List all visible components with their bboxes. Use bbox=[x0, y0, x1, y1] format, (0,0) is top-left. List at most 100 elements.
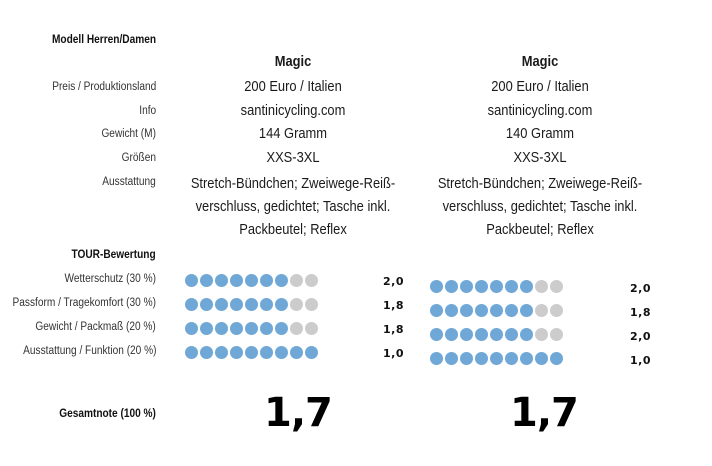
product-1-name: Magic bbox=[274, 53, 312, 70]
product-1-equipment-line: Stretch-Bündchen; Zweiwege-Reiß- bbox=[190, 175, 396, 192]
rating-dot-filled bbox=[520, 280, 533, 293]
rating-dot-filled bbox=[260, 274, 273, 287]
rating-dot-empty bbox=[290, 322, 303, 335]
label-criterion-1: Wetterschutz (30 %) bbox=[64, 273, 156, 285]
rating-dot-filled bbox=[305, 346, 318, 359]
rating-dot-filled bbox=[430, 280, 443, 293]
rating-dot-filled bbox=[245, 274, 258, 287]
rating-title: TOUR-Bewertung bbox=[71, 249, 156, 261]
label-equipment: Ausstattung bbox=[102, 176, 156, 188]
label-weight: Gewicht (M) bbox=[101, 128, 156, 140]
rating-dot-filled bbox=[505, 280, 518, 293]
rating-dot-filled bbox=[200, 346, 213, 359]
product-2-equipment-line: Stretch-Bündchen; Zweiwege-Reiß- bbox=[437, 175, 643, 192]
rating-dot-filled bbox=[550, 352, 563, 365]
rating-dot-filled bbox=[505, 328, 518, 341]
rating-dot-filled bbox=[230, 274, 243, 287]
rating-dot-empty bbox=[305, 274, 318, 287]
label-sizes: Größen bbox=[121, 152, 156, 164]
label-total: Gesamtnote (100 %) bbox=[59, 408, 156, 420]
rating-dot-empty bbox=[535, 328, 548, 341]
rating-dot-filled bbox=[430, 352, 443, 365]
rating-dot-filled bbox=[475, 328, 488, 341]
product-1-score: 1,0 bbox=[383, 347, 404, 360]
product-1-rating-dots bbox=[185, 274, 318, 287]
rating-dot-empty bbox=[305, 298, 318, 311]
rating-dot-filled bbox=[260, 298, 273, 311]
rating-dot-filled bbox=[245, 322, 258, 335]
rating-dot-filled bbox=[290, 346, 303, 359]
label-info: Info bbox=[139, 105, 156, 117]
rating-dot-filled bbox=[200, 274, 213, 287]
rating-dot-filled bbox=[185, 274, 198, 287]
rating-dot-filled bbox=[460, 328, 473, 341]
rating-dot-filled bbox=[445, 352, 458, 365]
rating-dot-filled bbox=[490, 352, 503, 365]
product-1-rating-dots bbox=[185, 322, 318, 335]
rating-dot-empty bbox=[290, 298, 303, 311]
rating-dot-filled bbox=[185, 346, 198, 359]
rating-dot-filled bbox=[200, 298, 213, 311]
product-2-name: Magic bbox=[521, 53, 559, 70]
rating-dot-filled bbox=[215, 346, 228, 359]
product-2-weight: 140 Gramm bbox=[505, 125, 575, 142]
product-1-total-score: 1,7 bbox=[264, 390, 333, 436]
product-2-score: 2,0 bbox=[630, 330, 651, 343]
product-1-info: santinicycling.com bbox=[240, 102, 346, 119]
product-2-rating-dots bbox=[430, 352, 563, 365]
product-1-score: 2,0 bbox=[383, 275, 404, 288]
rating-dot-filled bbox=[260, 322, 273, 335]
rating-dot-filled bbox=[215, 274, 228, 287]
product-1-equipment: Stretch-Bündchen; Zweiwege-Reiß- verschl… bbox=[190, 172, 396, 241]
rating-dot-empty bbox=[550, 304, 563, 317]
rating-dot-empty bbox=[305, 322, 318, 335]
product-2-rating-dots bbox=[430, 304, 563, 317]
rating-dot-filled bbox=[475, 280, 488, 293]
product-1-sizes: XXS-3XL bbox=[266, 149, 320, 166]
rating-dot-filled bbox=[430, 328, 443, 341]
rating-dot-filled bbox=[475, 304, 488, 317]
rating-dot-filled bbox=[230, 322, 243, 335]
rating-dot-filled bbox=[520, 328, 533, 341]
rating-dot-filled bbox=[215, 298, 228, 311]
rating-dot-filled bbox=[275, 346, 288, 359]
rating-dot-empty bbox=[290, 274, 303, 287]
product-1-score: 1,8 bbox=[383, 299, 404, 312]
product-2-price: 200 Euro / Italien bbox=[491, 78, 589, 95]
product-2-equipment-line: Packbeutel; Reflex bbox=[486, 221, 594, 238]
rating-dot-filled bbox=[430, 304, 443, 317]
label-criterion-4: Ausstattung / Funktion (20 %) bbox=[22, 345, 156, 357]
rating-dot-filled bbox=[185, 298, 198, 311]
rating-dot-filled bbox=[275, 322, 288, 335]
rating-dot-filled bbox=[445, 280, 458, 293]
product-2-rating-dots bbox=[430, 280, 563, 293]
product-2-score: 1,0 bbox=[630, 354, 651, 367]
product-2-info: santinicycling.com bbox=[487, 102, 593, 119]
rating-dot-filled bbox=[230, 298, 243, 311]
label-criterion-2: Passform / Tragekomfort (30 %) bbox=[12, 297, 156, 309]
product-1-price: 200 Euro / Italien bbox=[244, 78, 342, 95]
rating-dot-filled bbox=[490, 304, 503, 317]
rating-dot-filled bbox=[460, 352, 473, 365]
rating-dot-filled bbox=[505, 304, 518, 317]
rating-dot-filled bbox=[245, 346, 258, 359]
rating-dot-filled bbox=[260, 346, 273, 359]
rating-dot-filled bbox=[275, 298, 288, 311]
product-2-rating-dots bbox=[430, 328, 563, 341]
rating-dot-empty bbox=[550, 328, 563, 341]
rating-dot-filled bbox=[445, 304, 458, 317]
rating-dot-filled bbox=[520, 304, 533, 317]
rating-dot-filled bbox=[230, 346, 243, 359]
product-2-score: 1,8 bbox=[630, 306, 651, 319]
product-2-score: 2,0 bbox=[630, 282, 651, 295]
rating-dot-filled bbox=[185, 322, 198, 335]
rating-dot-filled bbox=[200, 322, 213, 335]
product-2-total-score: 1,7 bbox=[510, 390, 579, 436]
product-1-score: 1,8 bbox=[383, 323, 404, 336]
product-1-rating-dots bbox=[185, 346, 318, 359]
rating-dot-empty bbox=[550, 280, 563, 293]
rating-dot-filled bbox=[490, 328, 503, 341]
product-1-weight: 144 Gramm bbox=[258, 125, 328, 142]
rating-dot-filled bbox=[460, 304, 473, 317]
rating-dot-filled bbox=[490, 280, 503, 293]
